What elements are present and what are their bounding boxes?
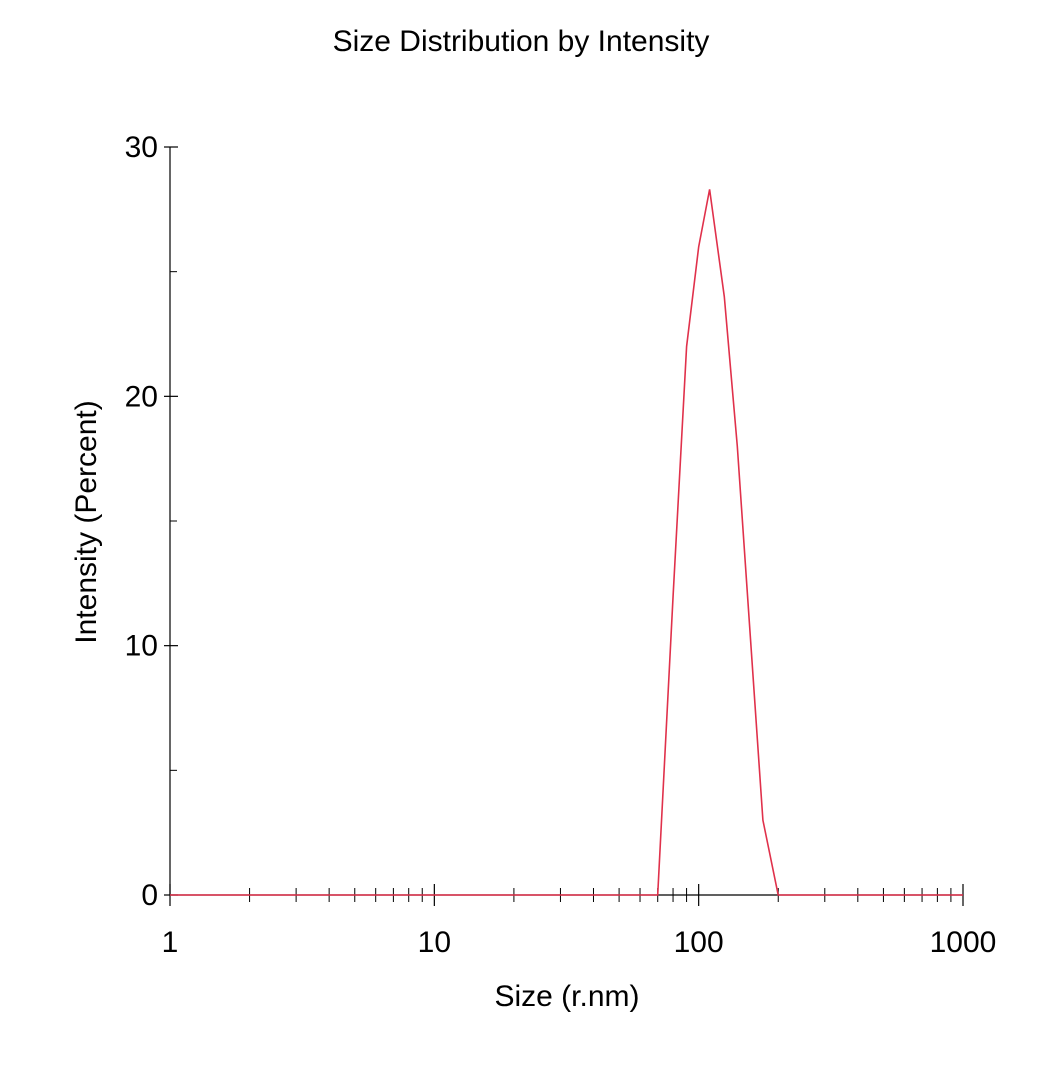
series-group [170, 189, 963, 896]
x-tick-label: 1 [162, 926, 179, 959]
y-axis-ticks: 0 10 20 30 [125, 131, 178, 912]
y-tick-label: 0 [141, 879, 158, 912]
y-axis-label: Intensity (Percent) [70, 400, 103, 643]
x-tick-label: 10 [418, 926, 451, 959]
axes [169, 147, 963, 896]
x-tick-label: 1000 [930, 926, 997, 959]
y-tick-label: 10 [125, 630, 158, 663]
x-axis-label: Size (r.nm) [494, 980, 639, 1013]
series-line-1 [170, 189, 963, 896]
x-tick-label: 100 [674, 926, 724, 959]
chart-title: Size Distribution by Intensity [333, 25, 710, 58]
y-tick-label: 30 [125, 131, 158, 164]
y-tick-label: 20 [125, 380, 158, 413]
